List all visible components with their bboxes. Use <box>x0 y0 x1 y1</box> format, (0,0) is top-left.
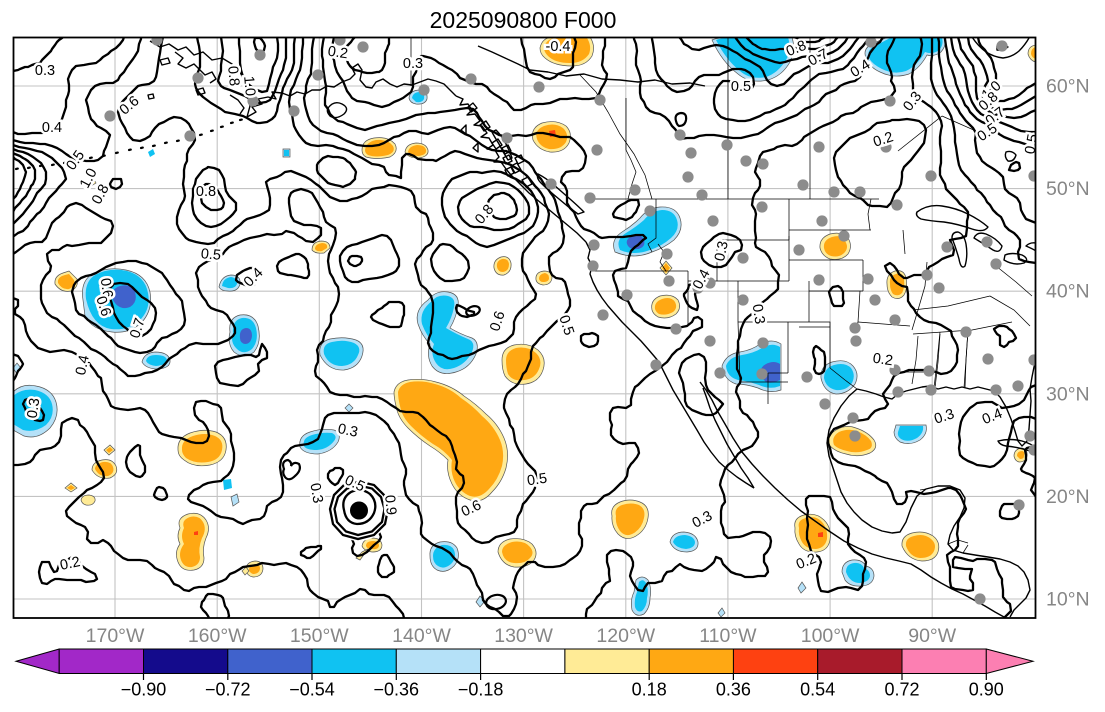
svg-text:140°W: 140°W <box>392 625 451 647</box>
svg-text:60°N: 60°N <box>1046 76 1090 98</box>
svg-text:170°W: 170°W <box>86 625 145 647</box>
svg-text:0.5: 0.5 <box>526 471 548 490</box>
svg-text:2025090800 F000: 2025090800 F000 <box>430 7 617 33</box>
svg-text:0.18: 0.18 <box>632 680 667 700</box>
svg-text:40°N: 40°N <box>1046 281 1090 303</box>
svg-text:-0.4: -0.4 <box>546 39 571 55</box>
svg-text:−0.18: −0.18 <box>458 680 504 700</box>
svg-text:130°W: 130°W <box>494 625 553 647</box>
svg-text:0.5: 0.5 <box>200 246 221 264</box>
svg-text:0.2: 0.2 <box>327 44 349 63</box>
svg-text:0.36: 0.36 <box>716 680 751 700</box>
svg-text:10°N: 10°N <box>1046 589 1090 611</box>
svg-text:−0.36: −0.36 <box>374 680 420 700</box>
svg-text:−0.54: −0.54 <box>289 680 335 700</box>
svg-text:0.5: 0.5 <box>1022 133 1041 156</box>
svg-text:0.54: 0.54 <box>800 680 835 700</box>
svg-text:1.0: 1.0 <box>240 75 258 96</box>
svg-text:100°W: 100°W <box>801 625 860 647</box>
svg-text:0.90: 0.90 <box>969 680 1004 700</box>
svg-text:−0.90: −0.90 <box>121 680 167 700</box>
svg-text:0.8: 0.8 <box>196 184 216 200</box>
svg-text:120°W: 120°W <box>596 625 655 647</box>
svg-text:0.3: 0.3 <box>403 56 423 72</box>
svg-text:0.3: 0.3 <box>35 63 55 79</box>
svg-text:0.3: 0.3 <box>25 397 44 419</box>
svg-text:150°W: 150°W <box>290 625 349 647</box>
svg-text:50°N: 50°N <box>1046 178 1090 200</box>
svg-text:0.72: 0.72 <box>884 680 919 700</box>
svg-text:0.2: 0.2 <box>872 351 894 370</box>
svg-text:30°N: 30°N <box>1046 383 1090 405</box>
svg-text:0.3: 0.3 <box>749 303 768 325</box>
svg-text:0.9: 0.9 <box>381 494 399 515</box>
svg-text:−0.72: −0.72 <box>205 680 251 700</box>
svg-text:0.6: 0.6 <box>97 277 116 299</box>
svg-text:0.5: 0.5 <box>731 79 751 95</box>
svg-text:0.4: 0.4 <box>42 120 62 136</box>
svg-text:20°N: 20°N <box>1046 486 1090 508</box>
svg-text:90°W: 90°W <box>908 625 956 647</box>
svg-text:160°W: 160°W <box>188 625 247 647</box>
svg-text:0.8: 0.8 <box>224 65 242 86</box>
svg-text:110°W: 110°W <box>699 625 757 647</box>
